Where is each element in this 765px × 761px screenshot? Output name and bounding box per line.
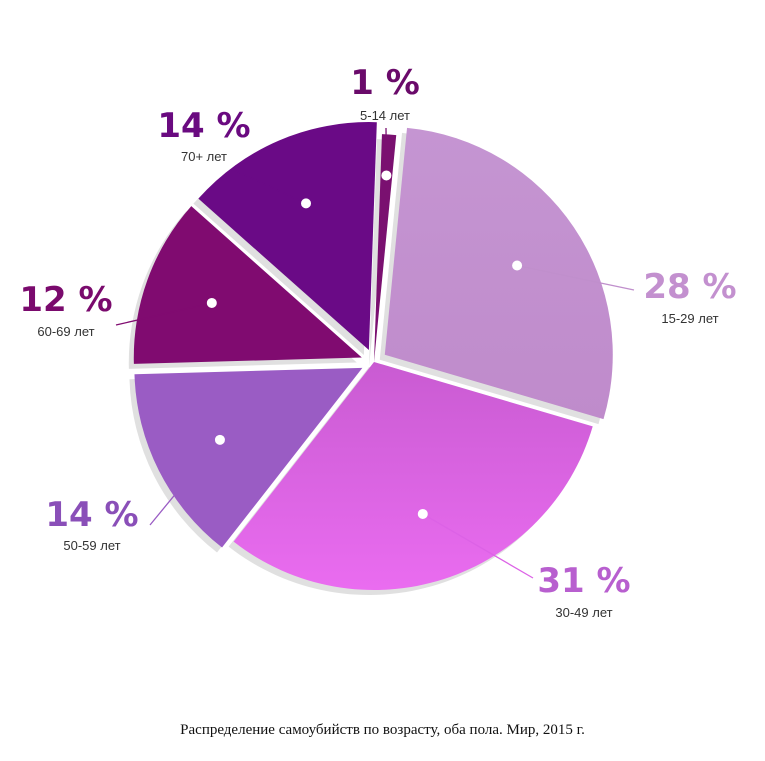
slice-dot-5-14 <box>381 170 392 181</box>
category-label-70plus: 70+ лет <box>181 149 227 164</box>
value-label-5-14: 1 % <box>350 63 420 103</box>
leader-line-60-69 <box>115 302 212 326</box>
slice-70plus <box>198 122 377 351</box>
chart-caption: Распределение самоубийств по возрасту, о… <box>180 722 585 738</box>
value-label-70plus: 14 % <box>157 106 250 146</box>
category-label-60-69: 60-69 лет <box>37 324 94 339</box>
category-label-5-14: 5-14 лет <box>360 108 410 123</box>
slice-5-14 <box>374 134 397 362</box>
leader-line-50-59 <box>149 439 221 526</box>
slice-dot-30-49 <box>417 508 428 519</box>
category-label-15-29: 15-29 лет <box>661 311 718 326</box>
leader-line-70plus <box>233 169 307 204</box>
slice-30-49 <box>233 362 593 590</box>
slice-50-59 <box>134 367 363 548</box>
category-label-50-59: 50-59 лет <box>63 538 120 553</box>
category-label-30-49: 30-49 лет <box>555 605 612 620</box>
slice-dot-15-29 <box>512 260 523 271</box>
slice-dot-70plus <box>301 198 312 209</box>
leader-line-30-49 <box>422 513 534 579</box>
slice-dot-50-59 <box>214 434 225 445</box>
value-label-60-69: 12 % <box>19 280 112 320</box>
slice-dot-60-69 <box>206 297 217 308</box>
slice-15-29 <box>384 127 613 420</box>
slice-60-69 <box>133 206 362 364</box>
leader-line-15-29 <box>516 264 635 291</box>
value-label-50-59: 14 % <box>45 495 138 535</box>
value-label-30-49: 31 % <box>537 561 630 601</box>
value-label-15-29: 28 % <box>643 267 736 307</box>
